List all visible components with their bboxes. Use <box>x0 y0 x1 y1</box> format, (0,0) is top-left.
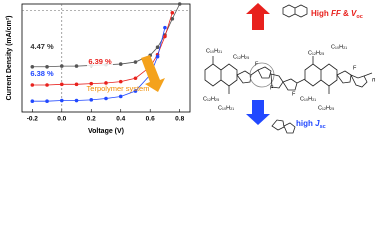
label-part: & <box>341 9 351 18</box>
data-point <box>30 99 35 103</box>
label-part: High <box>311 9 331 18</box>
atom-label: F <box>292 91 296 97</box>
chain-label: C₁₂H₂₅ <box>308 50 324 56</box>
data-point <box>59 98 64 103</box>
data-point <box>45 83 49 87</box>
data-point <box>104 96 108 101</box>
data-point <box>170 10 175 15</box>
chain-label: C₁₀H₂₁ <box>331 44 347 50</box>
data-point <box>104 81 108 85</box>
figure: Voltage (V) Current Density (mA/cm²) -0.… <box>6 2 376 135</box>
x-tick-label: 0.6 <box>146 116 155 123</box>
chain-label: C₁₂H₂₅ <box>318 105 334 111</box>
x-axis-label: Voltage (V) <box>88 128 124 135</box>
label-box <box>87 57 113 67</box>
data-point <box>74 64 79 68</box>
annotation-arrow <box>141 55 165 92</box>
atom-label: F <box>270 85 274 91</box>
data-point <box>133 89 138 93</box>
data-point <box>133 60 138 64</box>
down-arrow <box>246 100 270 125</box>
high-ff-voc-label: High FF & Voc <box>311 9 363 20</box>
chain-label: C₁₀H₂₁ <box>206 48 222 54</box>
data-point <box>74 98 79 103</box>
chain-label: C₁₀H₂₁ <box>300 96 316 102</box>
x-tick-label: 0.4 <box>116 116 125 123</box>
polymer-structure <box>204 56 373 94</box>
data-point <box>89 81 94 86</box>
data-point <box>45 99 49 103</box>
data-point <box>155 54 160 59</box>
chain-label: C₁₂H₂₅ <box>233 54 249 60</box>
series-label: 6.39 % <box>88 57 112 66</box>
label-box <box>29 42 55 52</box>
label-box <box>29 69 55 79</box>
data-point <box>155 45 160 49</box>
data-point <box>45 64 49 69</box>
data-point <box>163 34 167 39</box>
data-point <box>118 79 123 84</box>
label-part: sc <box>320 124 326 130</box>
x-tick-label: 0.2 <box>87 116 96 123</box>
plot-frame <box>21 3 191 113</box>
high-jsc-label: high Jsc <box>296 119 326 130</box>
data-point <box>170 17 175 21</box>
data-point <box>59 64 64 68</box>
annotation: Terpolymer system <box>87 84 150 93</box>
label-part: J <box>315 119 320 128</box>
label-part: oc <box>356 14 362 20</box>
data-point <box>30 83 35 87</box>
label-part: high <box>296 119 315 128</box>
chain-label: C₁₀H₂₁ <box>218 105 234 111</box>
data-point <box>163 25 167 30</box>
data-point <box>74 82 79 87</box>
data-point <box>177 2 182 6</box>
x-tick-label: 0.8 <box>175 116 184 123</box>
data-point <box>133 76 138 81</box>
series-label: 4.47 % <box>30 42 54 51</box>
naphthalene-icon <box>282 4 308 18</box>
label-part: V <box>351 9 357 18</box>
y-axis-label: Current Density (mA/cm²) <box>6 16 13 101</box>
bithiophene-icon <box>271 119 296 134</box>
x-tick-label: -0.2 <box>27 116 39 123</box>
data-point <box>30 64 35 69</box>
atom-label: F <box>255 61 259 67</box>
repeat-label: n <box>372 78 376 84</box>
data-point <box>118 62 123 66</box>
data-point <box>59 82 64 87</box>
x-tick-label: 0.0 <box>57 116 66 123</box>
data-point <box>118 94 123 99</box>
up-arrow <box>246 3 270 30</box>
chain-label: C₁₂H₂₅ <box>203 96 219 102</box>
label-part: FF <box>331 9 342 18</box>
series-label: 6.38 % <box>30 69 54 78</box>
atom-label: F <box>353 65 357 71</box>
data-point <box>89 98 94 102</box>
